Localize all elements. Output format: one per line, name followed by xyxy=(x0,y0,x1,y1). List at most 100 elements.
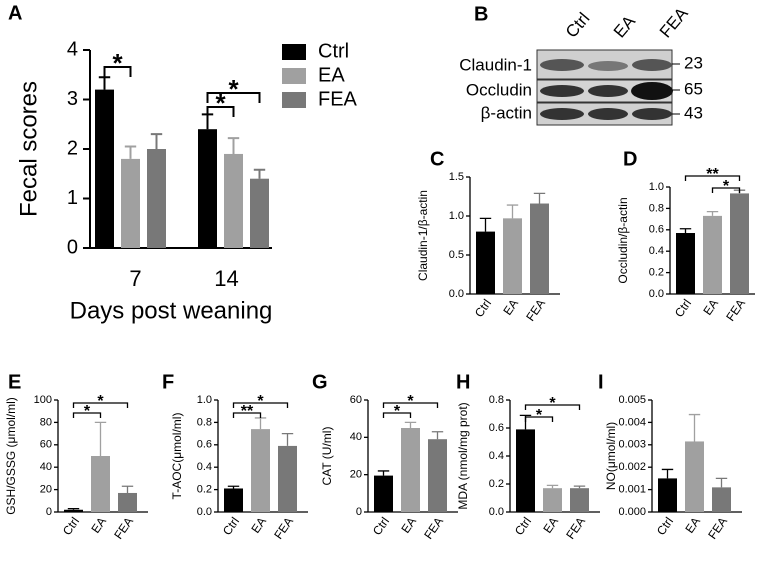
panel-letter: I xyxy=(598,371,604,393)
error-bar xyxy=(706,210,719,216)
panel-letter: B xyxy=(474,3,488,25)
western-blot: B Ctrl EA FEA Claudin-1 Occludin β-actin… xyxy=(459,3,703,126)
error-bar xyxy=(546,484,559,489)
panel-letter: F xyxy=(162,371,174,393)
y-axis-label: T-AOC(μmol/ml) xyxy=(170,413,184,500)
y-tick-label: 40 xyxy=(350,431,362,443)
x-tick-label: EA xyxy=(248,515,269,536)
y-tick-label: 2 xyxy=(67,137,78,159)
bar xyxy=(476,231,495,294)
y-axis-label: Claudin-1/β-actin xyxy=(416,190,430,281)
y-tick-label: 20 xyxy=(40,484,52,496)
band xyxy=(588,61,628,71)
lane-label: Ctrl xyxy=(562,9,594,41)
y-tick-label: 0.0 xyxy=(449,288,464,300)
error-bar xyxy=(431,431,444,440)
significance-bracket xyxy=(206,92,261,103)
x-tick-label: Ctrl xyxy=(472,297,494,320)
error-bar xyxy=(98,76,111,90)
error-bar xyxy=(479,217,492,232)
y-tick-label: 0.4 xyxy=(649,245,664,257)
y-tick-label: 0 xyxy=(46,506,52,518)
panel-letter: H xyxy=(456,371,470,393)
size-label: 43 xyxy=(684,103,703,122)
y-tick-label: 0.4 xyxy=(197,461,212,473)
y-tick-label: 3 xyxy=(67,88,78,110)
protein-label: β-actin xyxy=(481,103,532,122)
x-tick-label: Ctrl xyxy=(512,515,534,538)
error-bar xyxy=(227,137,240,154)
significance-bracket xyxy=(103,66,132,77)
error-bar xyxy=(124,145,137,159)
bar xyxy=(198,129,217,248)
error-bar xyxy=(715,477,728,488)
significance-label: * xyxy=(84,403,91,420)
error-bar xyxy=(121,485,134,493)
panel-letter: A xyxy=(8,2,22,24)
significance-bracket xyxy=(206,106,235,117)
x-tick-label: FEA xyxy=(523,297,548,324)
y-tick-label: 1.0 xyxy=(649,181,664,193)
bar xyxy=(570,488,589,512)
bar xyxy=(121,158,140,248)
error-bar xyxy=(150,133,163,149)
y-tick-label: 1 xyxy=(67,187,78,209)
error-bar xyxy=(533,192,546,204)
significance-bracket xyxy=(382,402,439,408)
y-tick-label: 0.6 xyxy=(489,422,504,434)
error-bar xyxy=(404,421,417,428)
error-bar xyxy=(94,421,107,456)
x-tick-label: EA xyxy=(398,515,419,536)
y-axis-label: GSH/GSSG (μmol/ml) xyxy=(4,397,18,515)
lane-label: EA xyxy=(610,11,640,41)
y-axis-label: NO(μmol/ml) xyxy=(604,422,618,490)
bar xyxy=(503,218,522,294)
x-tick-label: FEA xyxy=(111,515,136,542)
significance-label: ** xyxy=(241,403,254,420)
band xyxy=(588,108,628,120)
bar xyxy=(251,429,270,512)
error-bar xyxy=(281,432,294,446)
bar xyxy=(428,439,447,512)
bar xyxy=(685,441,704,512)
protein-label: Claudin-1 xyxy=(459,55,532,74)
significance-bracket xyxy=(524,416,554,422)
y-tick-label: 1.0 xyxy=(197,394,212,406)
protein-label: Occludin xyxy=(466,80,532,99)
bar xyxy=(676,233,695,294)
bar xyxy=(250,178,269,248)
legend-swatch xyxy=(282,92,306,108)
bar xyxy=(516,429,535,512)
significance-label: * xyxy=(112,48,123,78)
significance-bracket xyxy=(524,404,581,410)
bar xyxy=(543,488,562,512)
x-tick-label: FEA xyxy=(563,515,588,542)
band xyxy=(540,85,584,97)
significance-label: * xyxy=(394,403,401,420)
y-tick-label: 0.4 xyxy=(489,450,504,462)
bar xyxy=(401,428,420,512)
y-tick-label: 0.2 xyxy=(649,267,664,279)
band xyxy=(540,59,584,71)
y-tick-label: 0.5 xyxy=(449,249,464,261)
y-tick-label: 60 xyxy=(350,394,362,406)
size-label: 65 xyxy=(684,79,703,98)
y-tick-label: 20 xyxy=(350,469,362,481)
x-tick-label: EA xyxy=(88,515,109,536)
error-bar xyxy=(254,417,267,430)
significance-bracket xyxy=(232,412,262,418)
y-tick-label: 0.001 xyxy=(618,484,646,496)
bar xyxy=(530,203,549,294)
bar xyxy=(118,492,137,512)
y-tick-label: 0.0 xyxy=(649,288,664,300)
bar xyxy=(374,475,393,512)
panel-letter: G xyxy=(312,371,328,393)
significance-label: * xyxy=(257,393,264,410)
y-axis-label: MDA (nmol/mg prot) xyxy=(456,402,470,509)
y-tick-label: 1.0 xyxy=(449,210,464,222)
bar xyxy=(224,488,243,512)
x-tick-label: 7 xyxy=(129,266,141,291)
x-tick-label: FEA xyxy=(271,515,296,542)
size-label: 23 xyxy=(684,53,703,72)
y-tick-label: 0.8 xyxy=(489,394,504,406)
